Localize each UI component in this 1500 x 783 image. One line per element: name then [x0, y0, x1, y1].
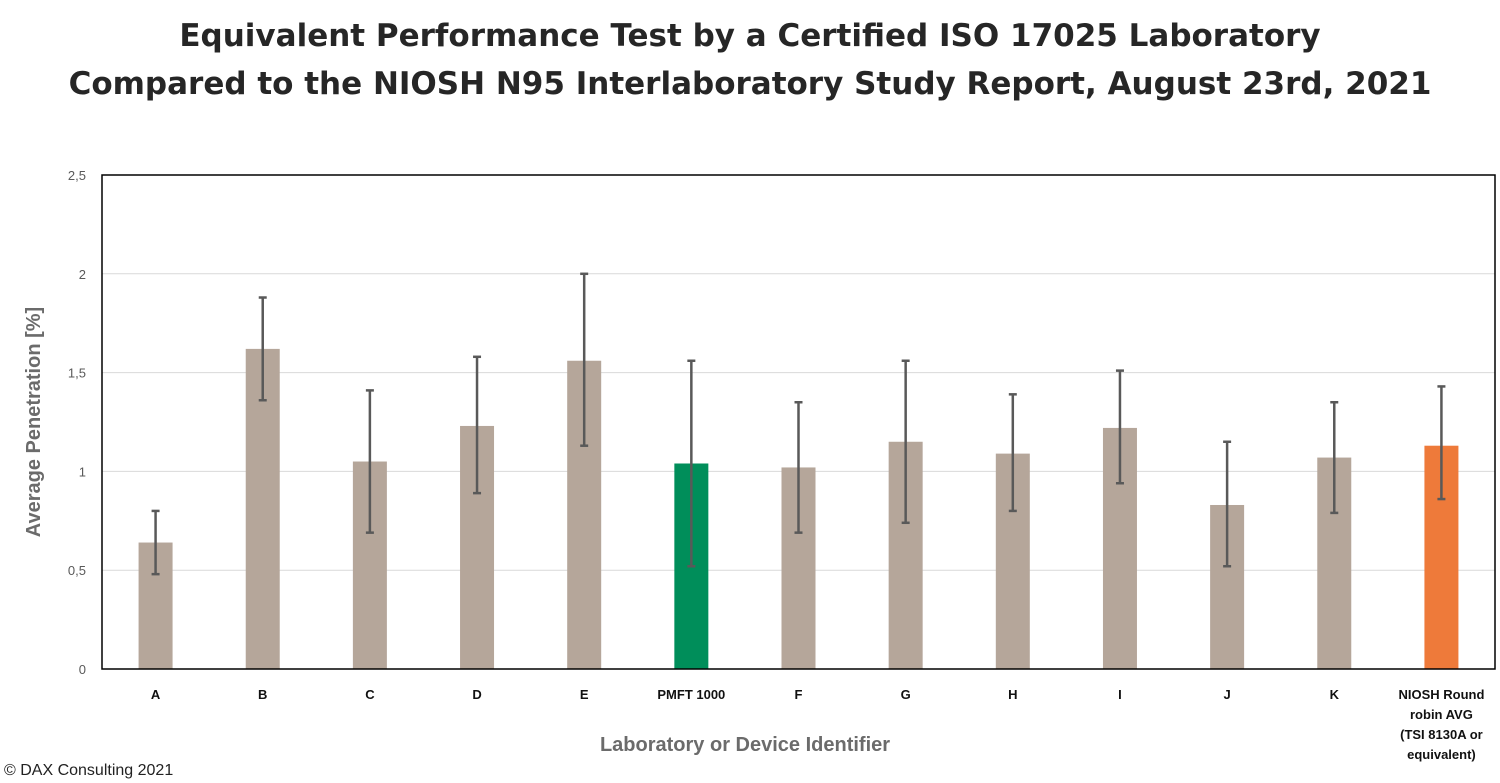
x-tick-label-line: NIOSH Round	[1398, 687, 1484, 702]
x-tick-label: A	[151, 687, 161, 702]
error-bar	[901, 359, 910, 525]
x-tick-label: J	[1223, 687, 1230, 702]
x-tick-label-line: J	[1223, 687, 1230, 702]
x-tick-label: C	[365, 687, 375, 702]
x-tick-label: NIOSH Round robin AVG (TSI 8130A or equival…	[1398, 687, 1484, 762]
error-bar	[151, 509, 160, 576]
error-bar	[687, 359, 696, 568]
error-bar	[1223, 440, 1232, 568]
x-tick-label: PMFT 1000	[657, 687, 725, 702]
x-tick-label-line: K	[1330, 687, 1340, 702]
error-bar	[258, 296, 267, 402]
plot-area-border	[101, 174, 1496, 670]
x-tick-label: K	[1330, 687, 1340, 702]
x-tick-label-line: C	[365, 687, 375, 702]
y-tick-label: 0	[79, 662, 86, 677]
x-tick-label-line: G	[901, 687, 911, 702]
x-tick-label: G	[901, 687, 911, 702]
x-tick-label-line: PMFT 1000	[657, 687, 725, 702]
x-tick-label-line: E	[580, 687, 589, 702]
y-axis-label: Average Penetration [%]	[23, 307, 45, 537]
x-tick-label-line: H	[1008, 687, 1017, 702]
y-tick-label: 1,5	[68, 366, 86, 381]
error-bar	[1008, 393, 1017, 513]
error-bar	[365, 389, 374, 534]
x-tick-label: I	[1118, 687, 1122, 702]
x-tick-label: D	[472, 687, 481, 702]
x-tick-label-line: I	[1118, 687, 1122, 702]
error-bar	[1115, 369, 1124, 485]
chart-title-line-2: Compared to the NIOSH N95 Interlaborator…	[68, 66, 1432, 102]
chart-title-line-1: Equivalent Performance Test by a Certifi…	[179, 18, 1321, 54]
y-tick-label: 2	[79, 267, 86, 282]
x-axis-label: Laboratory or Device Identifier	[600, 734, 890, 756]
y-tick-label: 1	[79, 464, 86, 479]
x-tick-label-line: A	[151, 687, 161, 702]
x-tick-label: B	[258, 687, 267, 702]
error-bar	[1330, 400, 1339, 515]
y-tick-label: 0,5	[68, 563, 86, 578]
bar	[245, 348, 280, 669]
error-bar	[580, 272, 589, 447]
x-tick-label: E	[580, 687, 589, 702]
x-tick-label: H	[1008, 687, 1017, 702]
x-tick-label-line: equivalent)	[1407, 747, 1476, 762]
y-tick-label: 2,5	[68, 168, 86, 183]
x-tick-label-line: F	[795, 687, 803, 702]
x-tick-label-line: D	[472, 687, 481, 702]
x-tick-label-line: B	[258, 687, 267, 702]
copyright-footer: © DAX Consulting 2021	[4, 762, 174, 779]
x-tick-label-line: (TSI 8130A or	[1400, 727, 1483, 742]
x-tick-label: F	[795, 687, 803, 702]
error-bar	[1437, 385, 1446, 501]
error-bar	[473, 355, 482, 495]
x-tick-label-line: robin AVG	[1410, 707, 1473, 722]
error-bar	[794, 400, 803, 534]
